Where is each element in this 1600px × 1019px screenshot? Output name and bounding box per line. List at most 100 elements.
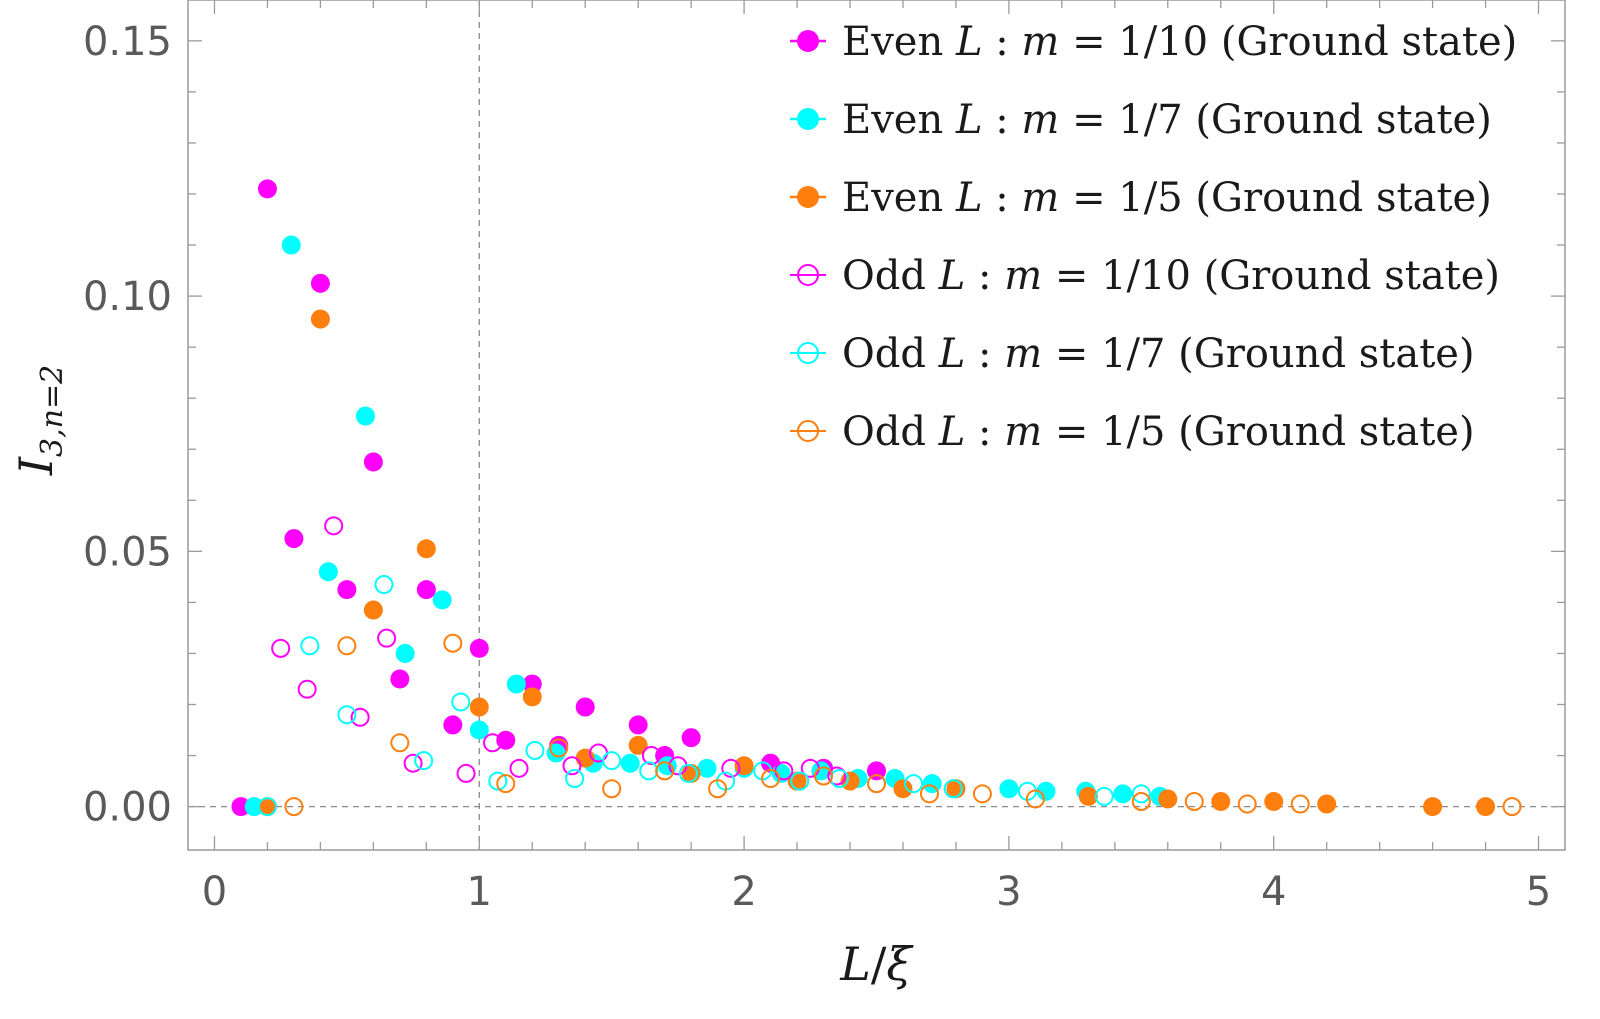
y-tick-label: 0.05 [83, 529, 172, 575]
data-point [602, 751, 622, 771]
y-axis-title-main: I [9, 456, 63, 476]
data-point [620, 753, 640, 773]
series-5 [257, 575, 1151, 817]
legend-mvar: m [1021, 97, 1059, 143]
tick-labels: 0 1 2 3 4 5 0.00 0.05 0.10 0.15 [83, 19, 1551, 915]
data-point [324, 516, 344, 536]
data-point [1113, 784, 1133, 804]
data-point [377, 628, 397, 648]
data-point [281, 235, 301, 255]
legend-marker [797, 108, 819, 130]
data-point [496, 774, 516, 794]
legend-var: L [938, 331, 966, 377]
data-point [522, 687, 542, 707]
data-point [1078, 786, 1098, 806]
data-point [416, 580, 436, 600]
data-point [678, 763, 698, 783]
data-point [893, 779, 913, 799]
series-2 [244, 235, 1170, 817]
data-point [390, 733, 410, 753]
data-point [257, 179, 277, 199]
data-point [374, 575, 394, 595]
x-axis-title-denominator: ξ [886, 937, 914, 991]
data-point [271, 638, 291, 658]
legend-mvar: m [1004, 331, 1042, 377]
data-point [244, 797, 264, 817]
legend-entry: Odd L : m = 1/5 (Ground state) [790, 409, 1475, 455]
legend-prefix: Even [842, 19, 956, 65]
data-point [337, 580, 357, 600]
data-point [708, 779, 728, 799]
x-axis-title-numerator: L [839, 937, 871, 991]
y-tick-label: 0.15 [83, 19, 172, 65]
data-point [641, 746, 661, 766]
data-point [697, 758, 717, 778]
data-point [1502, 797, 1522, 817]
x-tick-label: 4 [1261, 869, 1286, 915]
legend-marker [797, 30, 819, 52]
legend-label: Even L : m = 1/7 (Ground state) [842, 97, 1492, 143]
series-1 [231, 179, 886, 817]
data-point [310, 309, 330, 329]
plot-frame [187, 0, 1566, 851]
data-point [790, 771, 810, 791]
data-point [562, 756, 582, 776]
legend-var: L [938, 409, 966, 455]
legend: Even L : m = 1/10 (Ground state) Even L :… [790, 19, 1517, 455]
data-point [1131, 792, 1151, 812]
data-point [337, 705, 357, 725]
legend-prefix: Even [842, 175, 956, 221]
data-point [867, 774, 886, 794]
legend-var: L [955, 175, 983, 221]
data-point [1094, 786, 1114, 806]
data-point [827, 766, 847, 786]
data-point [451, 692, 471, 712]
data-point [390, 669, 410, 689]
data-point [1036, 781, 1056, 801]
data-point [456, 763, 476, 783]
y-tick-label: 0.10 [83, 274, 172, 320]
legend-entry: Odd L : m = 1/7 (Ground state) [790, 331, 1475, 377]
data-point [395, 643, 415, 663]
data-point [1184, 792, 1204, 812]
legend-entry: Odd L : m = 1/10 (Ground state) [790, 253, 1500, 299]
data-point [414, 751, 434, 771]
data-point [337, 636, 357, 656]
data-point [525, 740, 545, 760]
data-point [639, 761, 659, 781]
legend-mvar: m [1021, 175, 1059, 221]
legend-marker [797, 342, 819, 364]
data-point [1158, 789, 1178, 809]
legend-prefix: Odd [842, 409, 939, 455]
x-axis-title: L/ξ [839, 937, 914, 991]
legend-sep: : [965, 331, 1004, 377]
data-point [257, 797, 277, 817]
legend-prefix: Even [842, 97, 956, 143]
legend-mvar: m [1004, 409, 1042, 455]
x-tick-label: 1 [467, 869, 492, 915]
x-axis-title-slash: / [871, 937, 887, 991]
data-point [814, 766, 834, 786]
legend-eq: = 1/10 (Ground state) [1059, 19, 1517, 65]
data-point [1476, 797, 1496, 817]
data-point [363, 600, 383, 620]
data-point [483, 733, 503, 753]
data-point [655, 761, 675, 781]
legend-sep: : [965, 253, 1004, 299]
legend-var: L [938, 253, 966, 299]
data-point [506, 674, 526, 694]
legend-var: L [955, 97, 983, 143]
data-point [403, 753, 423, 773]
x-tick-label: 5 [1526, 869, 1551, 915]
legend-marker [797, 186, 819, 208]
data-point [546, 743, 566, 763]
legend-eq: = 1/10 (Ground state) [1042, 253, 1500, 299]
data-point [469, 720, 489, 740]
data-point [300, 636, 320, 656]
legend-sep: : [983, 19, 1022, 65]
x-tick-label: 0 [202, 869, 227, 915]
data-point [1423, 797, 1443, 817]
data-point [509, 758, 529, 778]
legend-sep: : [983, 97, 1022, 143]
legend-eq: = 1/7 (Ground state) [1042, 331, 1474, 377]
